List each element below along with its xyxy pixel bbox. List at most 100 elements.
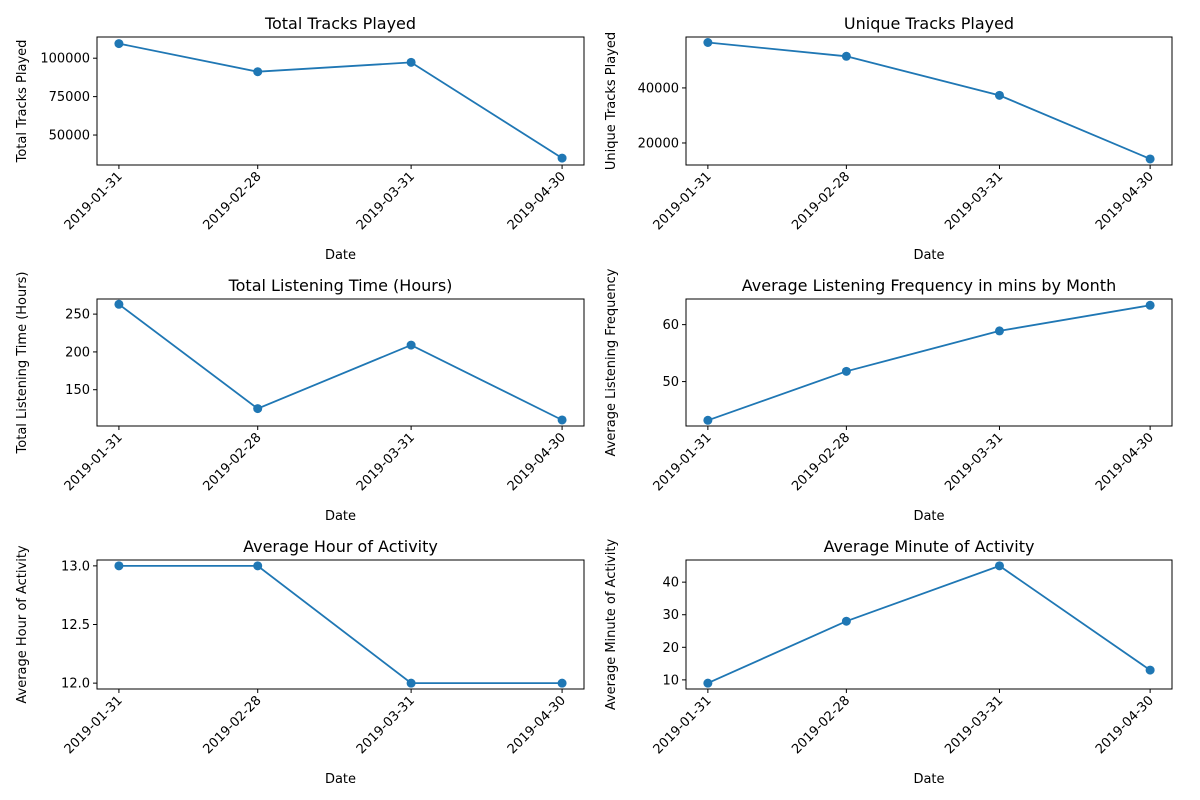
y-tick-label: 150 — [65, 383, 90, 398]
x-tick-label: 2019-04-30 — [505, 693, 569, 757]
x-tick-label: 2019-02-28 — [201, 430, 265, 494]
chart-panel-1: Total Tracks Played 50000 75000 100000 2019-… — [15, 14, 585, 263]
x-axis-label: Date — [325, 248, 356, 263]
y-tick-label: 75000 — [49, 90, 90, 105]
y-tick-label: 30 — [662, 608, 679, 623]
y-axis-label: Unique Tracks Played — [604, 32, 619, 170]
x-tick-label: 2019-01-31 — [651, 693, 715, 757]
x-tick-label: 2019-03-31 — [354, 169, 418, 233]
x-tick-label: 2019-01-31 — [651, 169, 715, 233]
data-point — [1145, 300, 1155, 310]
data-point — [253, 561, 263, 571]
chart-title: Total Listening Time (Hours) — [228, 276, 453, 295]
chart-panel-4: Average Listening Frequency in mins by M… — [604, 268, 1173, 524]
data-point — [114, 299, 124, 309]
x-tick-label: 2019-03-31 — [942, 693, 1006, 757]
y-axis-label: Total Listening Time (Hours) — [15, 272, 30, 455]
data-point — [1145, 665, 1155, 675]
x-axis-label: Date — [913, 509, 944, 524]
data-point — [557, 153, 567, 163]
y-tick-label: 200 — [65, 345, 90, 360]
x-tick-label: 2019-04-30 — [1093, 693, 1157, 757]
series-line — [707, 41, 1151, 160]
x-tick-label: 2019-03-31 — [942, 169, 1006, 233]
y-tick-label: 20000 — [638, 136, 679, 151]
data-point — [557, 415, 567, 425]
y-tick-label: 60 — [662, 318, 679, 333]
data-point — [114, 39, 124, 49]
x-tick-label: 2019-02-28 — [789, 430, 853, 494]
data-point — [253, 404, 263, 414]
y-axis-label: Average Listening Frequency — [604, 268, 619, 456]
data-point — [114, 561, 124, 571]
x-tick-label: 2019-01-31 — [62, 169, 126, 233]
x-tick-label: 2019-01-31 — [651, 430, 715, 494]
x-tick-label: 2019-01-31 — [62, 430, 126, 494]
x-axis-label: Date — [913, 772, 944, 787]
data-point — [994, 326, 1004, 336]
y-tick-label: 50000 — [49, 129, 90, 144]
y-tick-label: 100000 — [40, 52, 90, 67]
series-line — [118, 42, 563, 159]
data-point — [841, 616, 851, 626]
plot-frame — [685, 559, 1173, 690]
data-point — [841, 366, 851, 376]
chart-title: Unique Tracks Played — [844, 14, 1014, 33]
chart-title: Average Listening Frequency in mins by M… — [742, 276, 1116, 295]
chart-title: Average Hour of Activity — [243, 537, 438, 556]
x-tick-label: 2019-03-31 — [354, 430, 418, 494]
series-line — [707, 304, 1151, 422]
x-tick-label: 2019-04-30 — [505, 430, 569, 494]
data-point — [703, 678, 713, 688]
chart-panel-2: Unique Tracks Played 20000 40000 2019-01-31… — [604, 14, 1173, 263]
x-tick-label: 2019-03-31 — [354, 693, 418, 757]
data-point — [703, 415, 713, 425]
chart-title: Total Tracks Played — [264, 14, 416, 33]
y-tick-label: 40 — [662, 576, 679, 591]
x-tick-label: 2019-02-28 — [201, 169, 265, 233]
data-point — [841, 51, 851, 61]
series-line — [707, 564, 1151, 684]
x-axis-label: Date — [325, 509, 356, 524]
x-axis-label: Date — [913, 248, 944, 263]
chart-panel-5: Average Hour of Activity 12.0 12.5 13.0 2019… — [15, 537, 585, 787]
x-tick-label: 2019-02-28 — [789, 693, 853, 757]
plot-frame — [96, 559, 585, 690]
series-line — [118, 565, 563, 684]
y-tick-label: 12.0 — [61, 677, 90, 692]
chart-panel-3: Total Listening Time (Hours) 150 200 250 201… — [15, 272, 585, 524]
x-tick-label: 2019-04-30 — [505, 169, 569, 233]
y-tick-label: 10 — [662, 673, 679, 688]
plot-frame — [96, 36, 585, 166]
x-tick-label: 2019-03-31 — [942, 430, 1006, 494]
data-point — [253, 67, 263, 77]
data-point — [994, 90, 1004, 100]
plot-frame — [96, 298, 585, 427]
y-axis-label: Total Tracks Played — [15, 40, 30, 164]
data-point — [406, 57, 416, 67]
data-point — [994, 561, 1004, 571]
plot-frame — [685, 298, 1173, 427]
data-point — [406, 340, 416, 350]
x-tick-label: 2019-04-30 — [1093, 430, 1157, 494]
y-tick-label: 12.5 — [61, 618, 90, 633]
y-tick-label: 40000 — [638, 81, 679, 96]
x-tick-label: 2019-04-30 — [1093, 169, 1157, 233]
x-tick-label: 2019-01-31 — [62, 693, 126, 757]
chart-panel-6: Average Minute of Activity 10 20 30 40 2019-0… — [604, 537, 1173, 787]
x-axis-label: Date — [325, 772, 356, 787]
x-tick-label: 2019-02-28 — [201, 693, 265, 757]
y-tick-label: 50 — [662, 375, 679, 390]
data-point — [703, 38, 713, 48]
plot-frame — [685, 36, 1173, 166]
y-axis-label: Average Hour of Activity — [15, 545, 30, 704]
data-point — [406, 678, 416, 688]
y-tick-label: 20 — [662, 641, 679, 656]
y-tick-label: 13.0 — [61, 559, 90, 574]
y-tick-label: 250 — [65, 308, 90, 323]
data-point — [557, 678, 567, 688]
x-tick-label: 2019-02-28 — [789, 169, 853, 233]
y-axis-label: Average Minute of Activity — [604, 539, 619, 711]
chart-title: Average Minute of Activity — [824, 537, 1035, 556]
